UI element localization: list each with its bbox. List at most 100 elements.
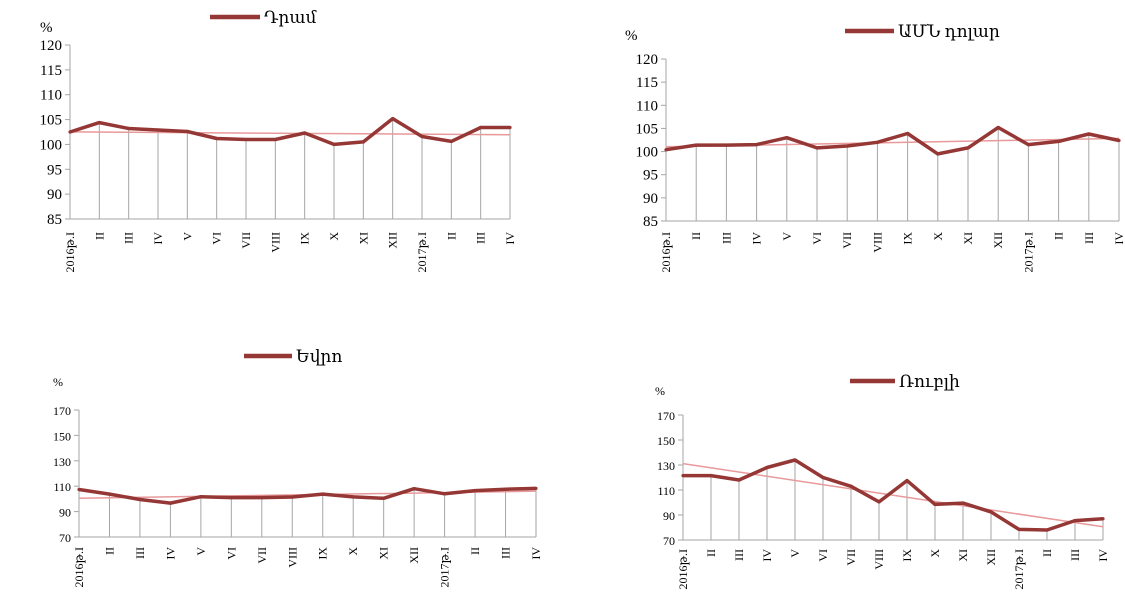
x-tick-label: XII (984, 549, 998, 566)
x-tick-label: III (499, 547, 513, 559)
data-point (215, 136, 219, 141)
data-point (845, 144, 849, 148)
x-tick-label: XI (956, 549, 970, 562)
x-tick-label: XII (386, 232, 400, 249)
y-unit-label: % (40, 20, 53, 36)
x-tick-label: V (788, 549, 802, 558)
x-tick-label: V (180, 232, 194, 241)
x-tick-label: IV (1096, 549, 1110, 562)
x-tick-label: IX (298, 232, 312, 245)
y-tick-label: 120 (636, 52, 659, 68)
data-point (199, 495, 203, 499)
data-point (168, 501, 172, 505)
data-point (765, 465, 769, 470)
series-line (683, 458, 1104, 532)
x-tick-label: V (194, 547, 208, 556)
y-tick-label: 95 (47, 162, 62, 178)
x-tick-label: VIII (872, 549, 886, 570)
data-point (185, 129, 189, 134)
y-tick-label: 90 (59, 506, 71, 520)
y-tick-label: 105 (40, 113, 63, 129)
data-point (260, 496, 264, 500)
data-point (290, 495, 294, 499)
data-point (449, 139, 453, 144)
data-point (332, 142, 336, 147)
x-tick-label: II (1040, 549, 1054, 557)
data-point (1101, 517, 1105, 521)
data-point (1045, 528, 1049, 532)
x-tick-label: VIII (268, 232, 282, 253)
x-tick-label: XI (356, 232, 370, 245)
x-tick-label: VI (210, 232, 224, 245)
y-tick-label: 130 (53, 455, 71, 469)
y-tick-label: 70 (663, 534, 675, 548)
data-point (849, 484, 853, 488)
data-point (420, 134, 424, 139)
y-tick-label: 105 (636, 121, 659, 137)
y-tick-label: 150 (53, 429, 71, 443)
data-point (244, 137, 248, 142)
y-tick-label: 90 (663, 509, 675, 523)
y-tick-label: 85 (643, 214, 658, 230)
x-tick-label: III (1068, 549, 1082, 561)
data-point (989, 510, 993, 514)
x-tick-label: XII (991, 232, 1005, 249)
y-unit-label: % (655, 384, 665, 398)
x-tick-label: VII (239, 232, 253, 249)
data-point (966, 146, 970, 150)
x-tick-label: II (92, 232, 106, 240)
data-point (1026, 143, 1030, 147)
data-point (443, 492, 447, 496)
data-point (793, 458, 797, 462)
x-tick-label: III (719, 232, 733, 244)
x-tick-label: X (327, 232, 341, 241)
x-tick-label: III (122, 232, 136, 244)
data-point (875, 140, 880, 144)
x-tick-label: VI (810, 232, 824, 245)
x-tick-label: II (468, 547, 482, 555)
y-tick-label: 110 (636, 98, 658, 114)
y-tick-label: 95 (643, 168, 658, 184)
x-tick-label: X (928, 549, 942, 558)
y-tick-label: 115 (40, 63, 62, 79)
y-tick-label: 170 (53, 404, 71, 418)
x-tick-label: V (780, 232, 794, 241)
data-point (68, 130, 72, 134)
x-tick-label: 2017թ.I (438, 547, 452, 587)
data-point (996, 125, 1000, 130)
data-point (906, 131, 910, 136)
data-point (815, 146, 819, 150)
y-tick-label: 85 (47, 212, 62, 228)
y-tick-label: 100 (40, 137, 63, 153)
data-point (321, 492, 325, 496)
x-tick-label: VI (224, 547, 238, 560)
data-point (821, 475, 825, 480)
x-tick-label: 2017թ.I (1012, 549, 1026, 589)
x-tick-label: IV (750, 232, 764, 245)
x-tick-label: IV (163, 547, 177, 560)
x-tick-label: IX (900, 549, 914, 562)
x-tick-label: II (689, 232, 703, 240)
data-point (156, 128, 160, 132)
data-point (877, 500, 881, 504)
data-point (681, 474, 685, 478)
series-line (665, 125, 1120, 156)
data-point (107, 492, 112, 496)
x-tick-label: XI (961, 232, 975, 245)
data-point (508, 125, 512, 130)
y-tick-label: 70 (59, 531, 71, 545)
x-tick-label: VIII (285, 547, 299, 568)
x-tick-label: 2016թ.I (63, 232, 77, 272)
x-tick-label: II (102, 547, 116, 555)
x-tick-label: 2016թ.I (676, 549, 690, 589)
data-point (905, 479, 909, 483)
y-tick-label: 110 (40, 88, 62, 104)
series-line (69, 116, 510, 147)
x-tick-label: III (474, 232, 488, 244)
data-point (229, 496, 233, 500)
data-point (1087, 132, 1091, 136)
data-point (755, 143, 759, 147)
legend-label: Դրամ (264, 8, 317, 27)
data-point (1117, 138, 1121, 143)
